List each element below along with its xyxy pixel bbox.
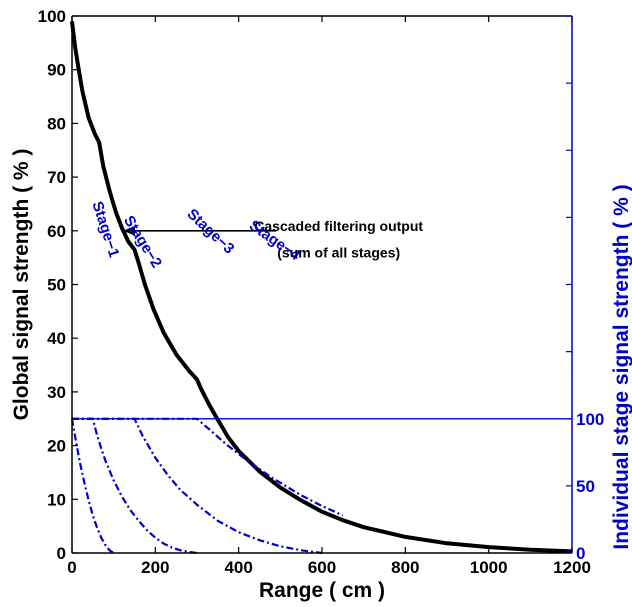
x-tick-label: 600 [308,558,336,577]
x-axis-title: Range ( cm ) [259,579,385,602]
x-tick-label: 1000 [470,558,508,577]
x-tick-label: 400 [224,558,252,577]
right-y-tick-label: 0 [576,544,585,563]
left-y-tick-label: 20 [47,437,66,456]
series-layer [70,21,573,555]
annotation-text: (sum of all stages) [277,245,400,261]
left-y-axis-title: Global signal strength ( % ) [10,149,33,421]
series-line-stage-2 [72,417,198,555]
series-line-stage-3 [72,417,323,555]
x-tick-label: 1200 [553,558,591,577]
left-y-tick-label: 70 [47,168,66,187]
series-line-stage-1 [70,418,115,554]
right-y-tick-label: 50 [576,477,595,496]
series-line-cascaded-output [70,21,573,554]
left-y-tick-label: 10 [47,490,66,509]
x-tick-label: 200 [141,558,169,577]
left-y-tick-label: 50 [47,276,66,295]
left-y-tick-label: 30 [47,383,66,402]
left-y-tick-label: 40 [47,329,66,348]
left-y-tick-label: 0 [57,544,66,563]
left-y-tick-label: 60 [47,222,66,241]
x-tick-label: 0 [67,558,76,577]
right-y-tick-label: 100 [576,410,604,429]
ticks-layer: 0 200 400 600 800 1000 12000102030405060708090… [38,7,605,577]
right-y-axis-title: Individual stage signal strength ( % ) [610,184,632,549]
left-y-tick-label: 90 [47,61,66,80]
left-y-tick-label: 100 [38,7,66,26]
x-tick-label: 800 [391,558,419,577]
left-y-tick-label: 80 [47,114,66,133]
series-line-stage-4 [72,417,344,517]
stage-label-1: Stage−1 [88,199,122,259]
annotation-text: Cascaded filtering output [254,218,423,234]
